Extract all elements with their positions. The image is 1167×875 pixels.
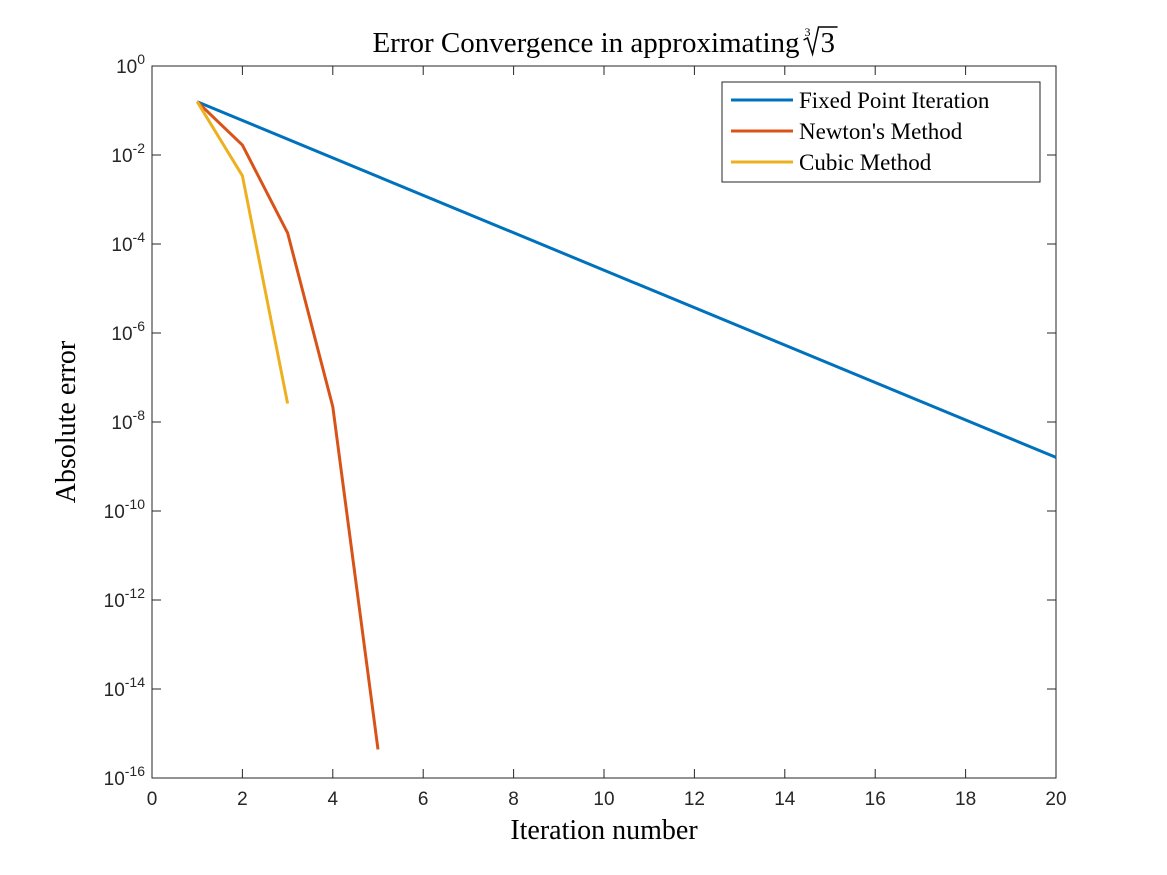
y-tick-label: 10-2 xyxy=(111,140,145,167)
y-tick-labels: 100 10-2 10-4 10-6 10-8 10-10 10-12 10-14 10-16 xyxy=(104,51,146,790)
series-line-3 xyxy=(195,100,290,404)
x-tick-label: 6 xyxy=(418,789,429,810)
y-axis-label: Absolute error xyxy=(51,340,82,503)
chart-title: Error Convergence in approximating xyxy=(372,27,799,59)
x-tick-label: 12 xyxy=(684,789,705,810)
x-tick-label: 0 xyxy=(147,789,158,810)
x-tick-label: 14 xyxy=(774,789,796,810)
legend-label: Fixed Point Iteration xyxy=(799,88,990,113)
data-series xyxy=(195,100,1057,750)
legend-label: Cubic Method xyxy=(799,150,932,175)
y-tick-label: 10-14 xyxy=(104,674,146,701)
cube-root-radicand: 3 xyxy=(821,27,836,59)
x-tick-labels: 0 2 4 6 8 10 12 14 16 18 20 xyxy=(147,789,1067,810)
x-tick-label: 16 xyxy=(865,789,886,810)
legend-label: Newton's Method xyxy=(799,119,963,144)
chart-title-text: Error Convergence in approximating xyxy=(372,27,799,59)
x-tick-label: 10 xyxy=(593,789,614,810)
x-tick-label: 20 xyxy=(1045,789,1066,810)
y-tick-label: 10-10 xyxy=(104,496,146,523)
axis-ticks xyxy=(151,65,1057,779)
series-line-1 xyxy=(196,100,1057,459)
series-line-2 xyxy=(196,100,380,750)
y-tick-label: 10-12 xyxy=(104,585,146,612)
y-tick-label: 10-8 xyxy=(111,407,145,434)
y-tick-label: 10-4 xyxy=(111,229,145,256)
y-tick-label: 10-16 xyxy=(104,763,146,790)
cube-root-index: 3 xyxy=(805,25,811,39)
y-tick-label: 100 xyxy=(116,51,145,78)
x-tick-label: 2 xyxy=(237,789,248,810)
x-axis-label: Iteration number xyxy=(510,815,698,846)
x-tick-label: 8 xyxy=(508,789,519,810)
x-tick-label: 18 xyxy=(955,789,976,810)
radical-sign xyxy=(803,26,838,57)
x-tick-label: 4 xyxy=(328,789,339,810)
legend: Fixed Point Iteration Newton's Method Cubi… xyxy=(721,81,1041,183)
y-tick-label: 10-6 xyxy=(111,318,145,345)
